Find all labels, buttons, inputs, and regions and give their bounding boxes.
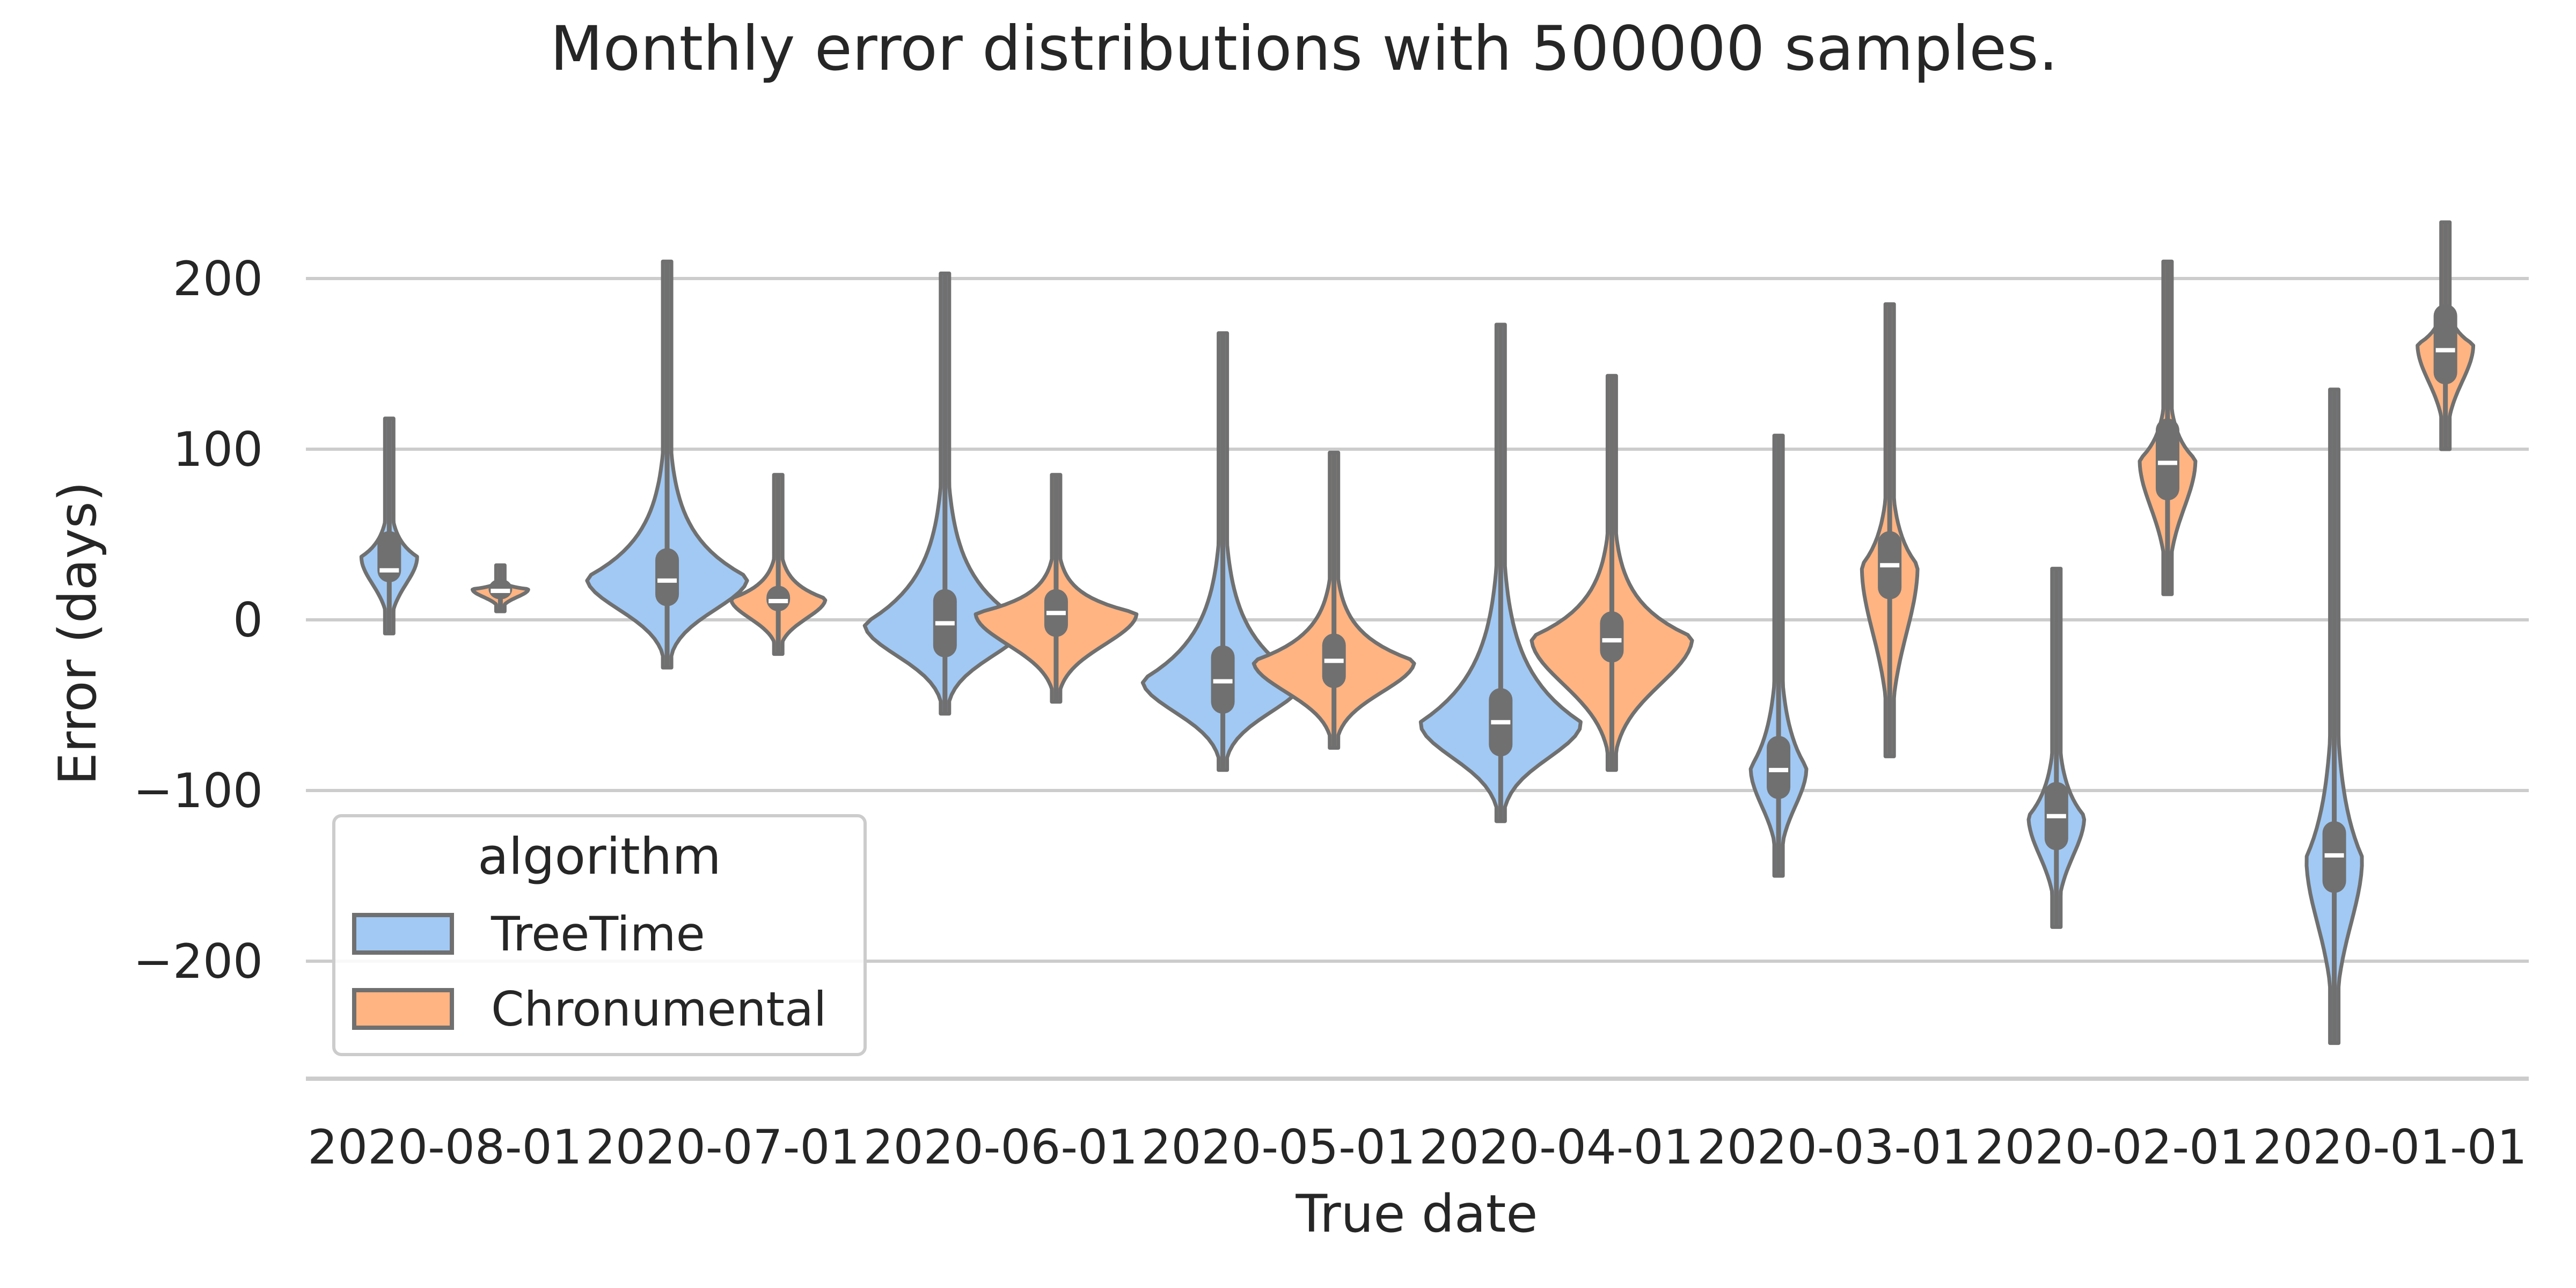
violin-chronumental (2138, 259, 2198, 596)
violin-iqr-box (2155, 418, 2179, 501)
violin-treetime (2026, 567, 2087, 929)
violin-iqr-box (655, 548, 679, 606)
legend-title: algorithm (478, 828, 721, 886)
x-tick-label: 2020-04-01 (1419, 1119, 1693, 1175)
violin-iqr-box (1600, 611, 1624, 663)
legend-swatch-chronumental (352, 988, 454, 1030)
legend: algorithm TreeTime Chronumental (332, 814, 867, 1056)
violin-iqr-box (377, 531, 401, 583)
y-tick-label: 100 (173, 422, 263, 477)
x-tick-labels: 2020-08-01 2020-07-01 2020-06-01 2020-05-01… (308, 1119, 2527, 1175)
x-axis-label: True date (1296, 1184, 1538, 1244)
y-tick-label: 200 (173, 251, 263, 306)
x-tick-label: 2020-08-01 (308, 1119, 582, 1175)
violin-iqr-box (766, 586, 791, 612)
x-tick-label: 2020-03-01 (1697, 1119, 1971, 1175)
y-axis-label: Error (days) (48, 481, 108, 785)
violin-iqr-box (2433, 304, 2457, 385)
y-tick-label: 0 (233, 592, 263, 648)
legend-label-treetime: TreeTime (491, 906, 705, 962)
violin-chronumental (729, 473, 828, 656)
violin-treetime (1140, 331, 1305, 772)
y-tick-label: −200 (133, 934, 263, 989)
chart-title: Monthly error distributions with 500000 … (550, 13, 2058, 84)
y-tick-label: −100 (133, 763, 263, 818)
x-tick-label: 2020-05-01 (1141, 1119, 1415, 1175)
violin-treetime (862, 272, 1027, 716)
violin-treetime (359, 416, 419, 635)
violin-chronumental (1529, 374, 1694, 772)
legend-label-chronumental: Chronumental (491, 982, 826, 1037)
violin-iqr-box (1767, 736, 1791, 799)
x-tick-label: 2020-01-01 (2252, 1119, 2527, 1175)
violin-chronumental (1252, 450, 1416, 750)
violin-chronumental (471, 563, 530, 613)
violin-treetime (1418, 323, 1583, 823)
violin-treetime (1748, 434, 1809, 878)
legend-swatch-treetime (352, 913, 454, 955)
violin-chronumental (2416, 220, 2476, 451)
violins (359, 220, 2476, 1045)
x-tick-label: 2020-06-01 (863, 1119, 1138, 1175)
legend-box (332, 814, 867, 1056)
violin-chronumental (974, 473, 1139, 704)
x-tick-label: 2020-02-01 (1975, 1119, 2249, 1175)
violin-treetime (2304, 387, 2364, 1045)
y-tick-labels: −200 −100 0 100 200 (133, 251, 263, 989)
violin-chronumental (1860, 302, 1920, 758)
violin-treetime (585, 259, 749, 670)
x-tick-label: 2020-07-01 (586, 1119, 860, 1175)
